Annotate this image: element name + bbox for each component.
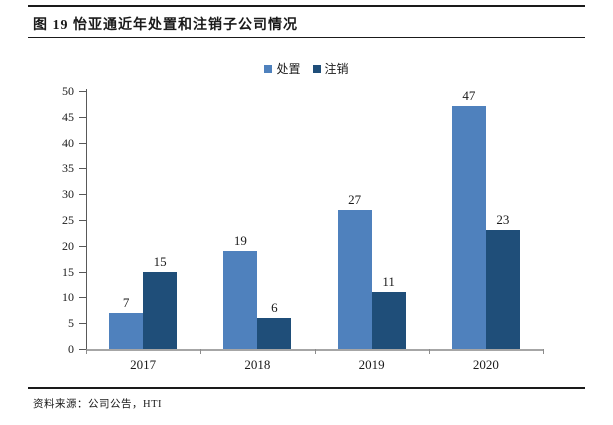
bar-value-label: 23 bbox=[496, 212, 510, 228]
x-axis-category-label: 2018 bbox=[244, 357, 271, 372]
y-axis-tick-label: 40 bbox=[62, 135, 74, 150]
bar-series1 bbox=[451, 106, 486, 349]
y-axis-tick-mark bbox=[79, 323, 86, 325]
y-axis-tick-mark bbox=[79, 142, 86, 144]
y-axis-tick-mark bbox=[79, 116, 86, 118]
y-axis-tick-mark bbox=[79, 168, 86, 170]
x-axis-tick-mark bbox=[86, 349, 87, 354]
x-axis-category-label: 2017 bbox=[130, 357, 157, 372]
title-divider-rule bbox=[28, 37, 585, 38]
y-axis-tick-mark bbox=[79, 194, 86, 196]
bar-value-label: 11 bbox=[382, 274, 395, 290]
legend-item: 注销 bbox=[312, 60, 349, 77]
y-axis-tick-mark bbox=[79, 245, 86, 247]
legend-swatch-icon bbox=[312, 64, 321, 73]
bar-series2 bbox=[485, 230, 520, 349]
figure-title: 图 19 怡亚通近年处置和注销子公司情况 bbox=[33, 18, 298, 33]
bar-value-label: 7 bbox=[122, 294, 130, 310]
bar-value-label: 27 bbox=[348, 191, 362, 207]
y-axis-tick-mark bbox=[79, 349, 86, 350]
bar-value-label: 6 bbox=[271, 300, 278, 316]
chart-legend: 处置 注销 bbox=[0, 60, 613, 77]
y-axis-tick-label: 20 bbox=[62, 238, 74, 253]
y-axis-tick-label: 5 bbox=[68, 316, 74, 331]
x-axis-tick-mark bbox=[200, 349, 202, 354]
bar-series2 bbox=[371, 292, 406, 349]
x-axis-category-label: 2019 bbox=[358, 357, 385, 372]
top-rule bbox=[28, 5, 585, 7]
bar-value-label: 47 bbox=[462, 88, 476, 104]
bar-chart: 处置 注销 0 5 10 15 20 25 30 35 40 45 50 7 15 2017 19 6 2018 2… bbox=[0, 44, 613, 384]
y-axis-tick-label: 35 bbox=[62, 161, 74, 176]
y-axis-tick-label: 15 bbox=[62, 264, 74, 279]
bar-series1 bbox=[223, 250, 258, 349]
bar-value-label: 19 bbox=[233, 232, 247, 248]
source-note: 资料来源：公司公告，HTI bbox=[33, 399, 162, 410]
legend-swatch-icon bbox=[264, 64, 273, 73]
y-axis-tick-mark bbox=[79, 297, 86, 299]
bar-series2 bbox=[257, 318, 292, 349]
x-axis-tick-mark bbox=[428, 349, 430, 354]
legend-label: 处置 bbox=[276, 62, 301, 76]
legend-label: 注销 bbox=[324, 62, 349, 76]
footer-rule bbox=[28, 387, 585, 389]
y-axis bbox=[86, 89, 87, 349]
y-axis-tick-label: 10 bbox=[62, 290, 74, 305]
bar-series1 bbox=[337, 209, 372, 349]
y-axis-tick-label: 45 bbox=[62, 109, 74, 124]
x-axis-tick-mark bbox=[314, 349, 316, 354]
legend-item: 处置 bbox=[264, 60, 301, 77]
bar-series1 bbox=[109, 312, 144, 349]
y-axis-tick-mark bbox=[79, 220, 86, 221]
bar-value-label: 15 bbox=[153, 253, 167, 269]
y-axis-tick-mark bbox=[79, 91, 86, 92]
x-axis-category-label: 2020 bbox=[472, 357, 499, 372]
y-axis-tick-mark bbox=[79, 271, 86, 273]
y-axis-tick-label: 0 bbox=[68, 342, 74, 356]
y-axis-tick-label: 25 bbox=[62, 213, 74, 227]
y-axis-tick-label: 30 bbox=[62, 187, 74, 202]
bar-series2 bbox=[143, 271, 178, 349]
x-axis-tick-mark bbox=[543, 349, 544, 354]
y-axis-tick-label: 50 bbox=[62, 84, 74, 98]
